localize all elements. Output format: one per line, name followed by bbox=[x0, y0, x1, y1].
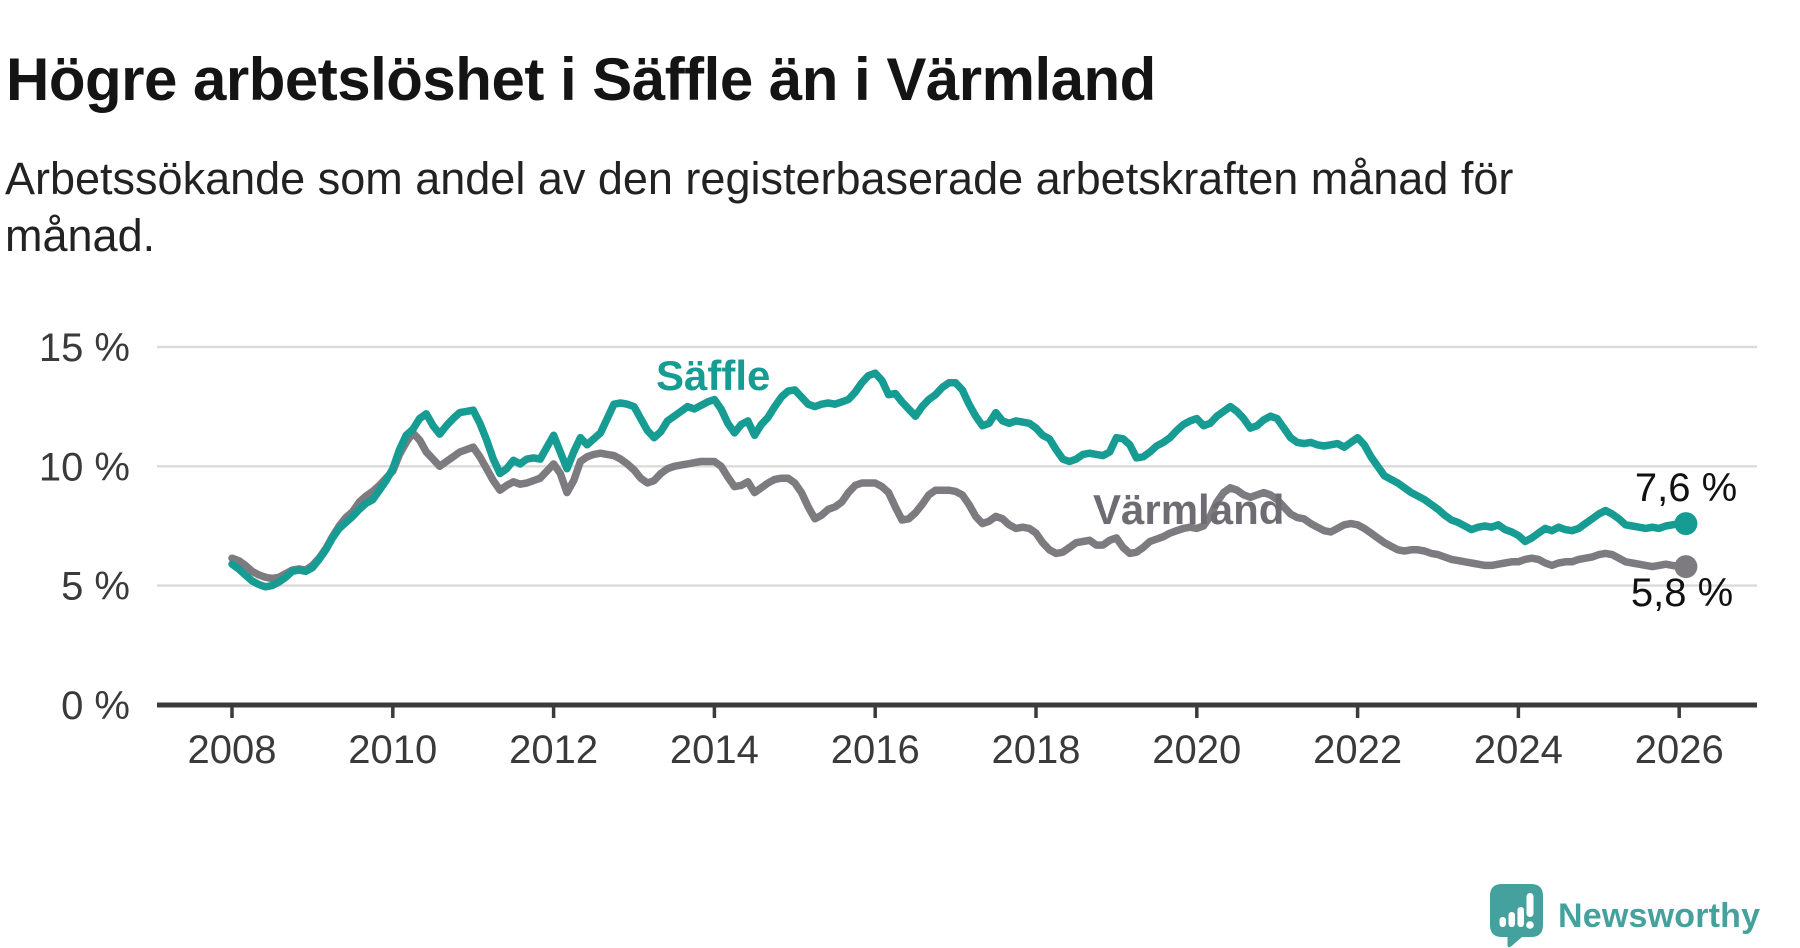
newsworthy-logo-text: Newsworthy bbox=[1558, 897, 1761, 935]
end-value-label-saffle: 7,6 % bbox=[1634, 466, 1738, 510]
x-axis-label-2020: 2020 bbox=[1152, 728, 1241, 772]
series-end-dot-sffle bbox=[1674, 512, 1698, 536]
newsworthy-bubble-icon bbox=[1490, 884, 1543, 948]
x-axis-label-2016: 2016 bbox=[831, 728, 920, 772]
end-value-label-varmland: 5,8 % bbox=[1630, 571, 1734, 615]
x-axis-label-2018: 2018 bbox=[992, 728, 1081, 772]
y-axis-label-0pct: 0 % bbox=[61, 684, 130, 728]
series-end-dot-vrmland bbox=[1674, 555, 1698, 579]
x-axis-label-2012: 2012 bbox=[509, 728, 598, 772]
x-axis-label-2024: 2024 bbox=[1474, 728, 1563, 772]
subtitle-line-1: Arbetssökande som andel av den registerb… bbox=[5, 153, 1514, 204]
page-title: Högre arbetslöshet i Säffle än i Värmlan… bbox=[6, 46, 1156, 114]
y-axis-label-10pct: 10 % bbox=[39, 445, 130, 489]
subtitle-line-2: månad. bbox=[5, 210, 156, 261]
x-axis-label-2026: 2026 bbox=[1635, 728, 1724, 772]
chart-subtitle: Arbetssökande som andel av den registerb… bbox=[5, 150, 1605, 264]
y-axis-label-5pct: 5 % bbox=[61, 565, 130, 609]
x-axis-label-2022: 2022 bbox=[1313, 728, 1402, 772]
newsworthy-logo: Newsworthy bbox=[1490, 884, 1760, 948]
x-axis-label-2008: 2008 bbox=[188, 728, 277, 772]
y-axis-label-15pct: 15 % bbox=[39, 326, 130, 370]
x-axis-label-2014: 2014 bbox=[670, 728, 759, 772]
series-line-vrmland bbox=[228, 429, 1690, 583]
x-axis-label-2010: 2010 bbox=[348, 728, 437, 772]
series-line-sffle bbox=[228, 369, 1690, 591]
series-label-saffle: Säffle bbox=[656, 352, 771, 399]
series-label-varmland: Värmland bbox=[1093, 486, 1285, 533]
